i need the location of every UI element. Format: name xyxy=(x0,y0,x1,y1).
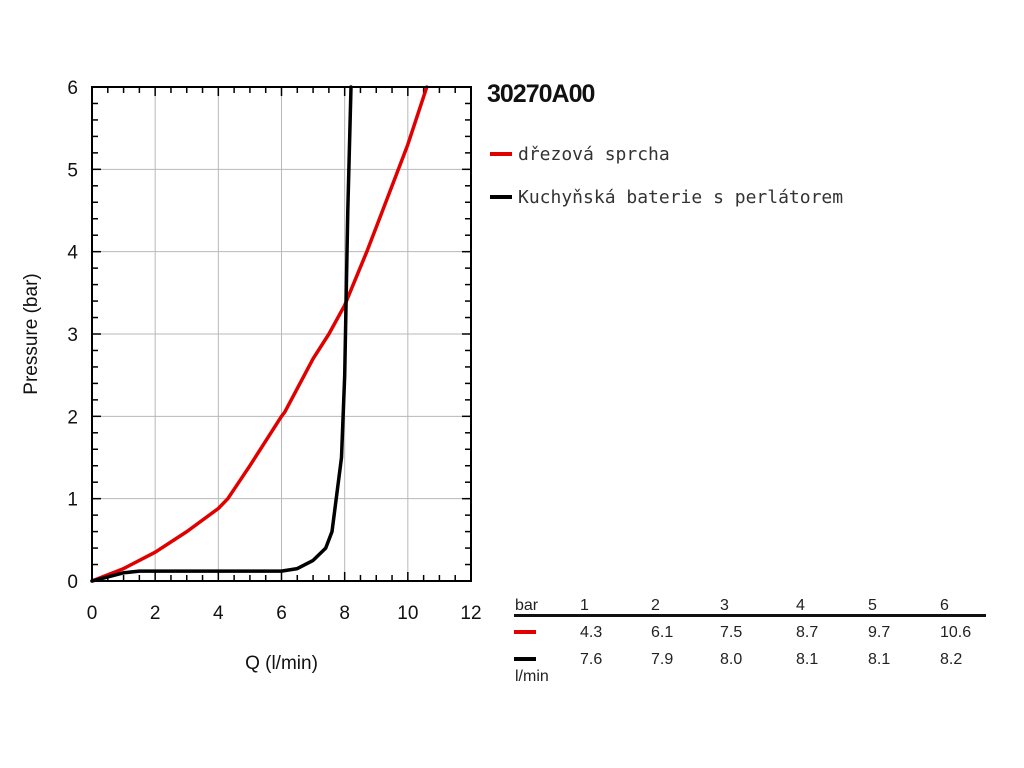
y-tick-label: 3 xyxy=(67,325,78,346)
legend-item-red: dřezová sprcha xyxy=(490,142,670,166)
y-tick-label: 0 xyxy=(67,572,78,593)
table-cell: 4.3 xyxy=(580,624,603,641)
table-cell: 8.2 xyxy=(940,651,963,668)
legend-item-black: Kuchyňská baterie s perlátorem xyxy=(490,185,843,209)
x-tick-label: 8 xyxy=(339,603,350,624)
table-cell: 8.1 xyxy=(868,651,891,668)
table-col-header: 5 xyxy=(868,597,877,614)
table-row-swatch-red xyxy=(514,630,536,634)
legend-label-red: dřezová sprcha xyxy=(518,143,670,165)
table-cell: 8.1 xyxy=(796,651,819,668)
table-col-header: 3 xyxy=(720,597,729,614)
y-axis-label: Pressure (bar) xyxy=(21,273,42,394)
y-tick-label: 6 xyxy=(67,78,78,99)
table-col-header: 1 xyxy=(580,597,589,614)
legend-swatch-red xyxy=(490,152,512,156)
plot-frame xyxy=(91,86,472,582)
x-tick-label: 0 xyxy=(87,603,98,624)
table-row-swatch-black xyxy=(514,657,536,661)
x-tick-label: 6 xyxy=(276,603,287,624)
x-tick-label: 4 xyxy=(213,603,224,624)
x-tick-label: 2 xyxy=(150,603,161,624)
table-cell: 6.1 xyxy=(651,624,674,641)
table-rule xyxy=(514,614,986,617)
table-col-header: 4 xyxy=(796,597,805,614)
x-tick-label: 12 xyxy=(460,603,481,624)
table-unit-label: l/min xyxy=(515,668,549,685)
table-cell: 7.5 xyxy=(720,624,743,641)
table-cell: 8.7 xyxy=(796,624,819,641)
series-line-1 xyxy=(90,85,353,583)
table-cell: 8.0 xyxy=(720,651,743,668)
table-cell: 7.9 xyxy=(651,651,674,668)
x-axis-label: Q (l/min) xyxy=(245,653,318,674)
flow-table: bar 1 2 3 4 5 6 4.3 6.1 7.5 8.7 9.7 10.6… xyxy=(514,596,986,688)
legend-label-black: Kuchyňská baterie s perlátorem xyxy=(518,186,844,208)
legend-swatch-black xyxy=(490,195,512,199)
y-tick-label: 2 xyxy=(67,407,78,428)
table-cell: 10.6 xyxy=(940,624,972,641)
y-tick-label: 5 xyxy=(67,160,78,181)
x-tick-label: 10 xyxy=(397,603,418,624)
table-cell: 9.7 xyxy=(868,624,891,641)
table-col-header: 2 xyxy=(651,597,660,614)
y-tick-label: 4 xyxy=(67,243,78,264)
table-col-header: 6 xyxy=(940,597,949,614)
chart-title: 30270A00 xyxy=(487,80,595,108)
table-header-label: bar xyxy=(515,597,539,614)
series-line-0 xyxy=(90,85,429,583)
table-cell: 7.6 xyxy=(580,651,603,668)
y-tick-label: 1 xyxy=(67,490,78,511)
